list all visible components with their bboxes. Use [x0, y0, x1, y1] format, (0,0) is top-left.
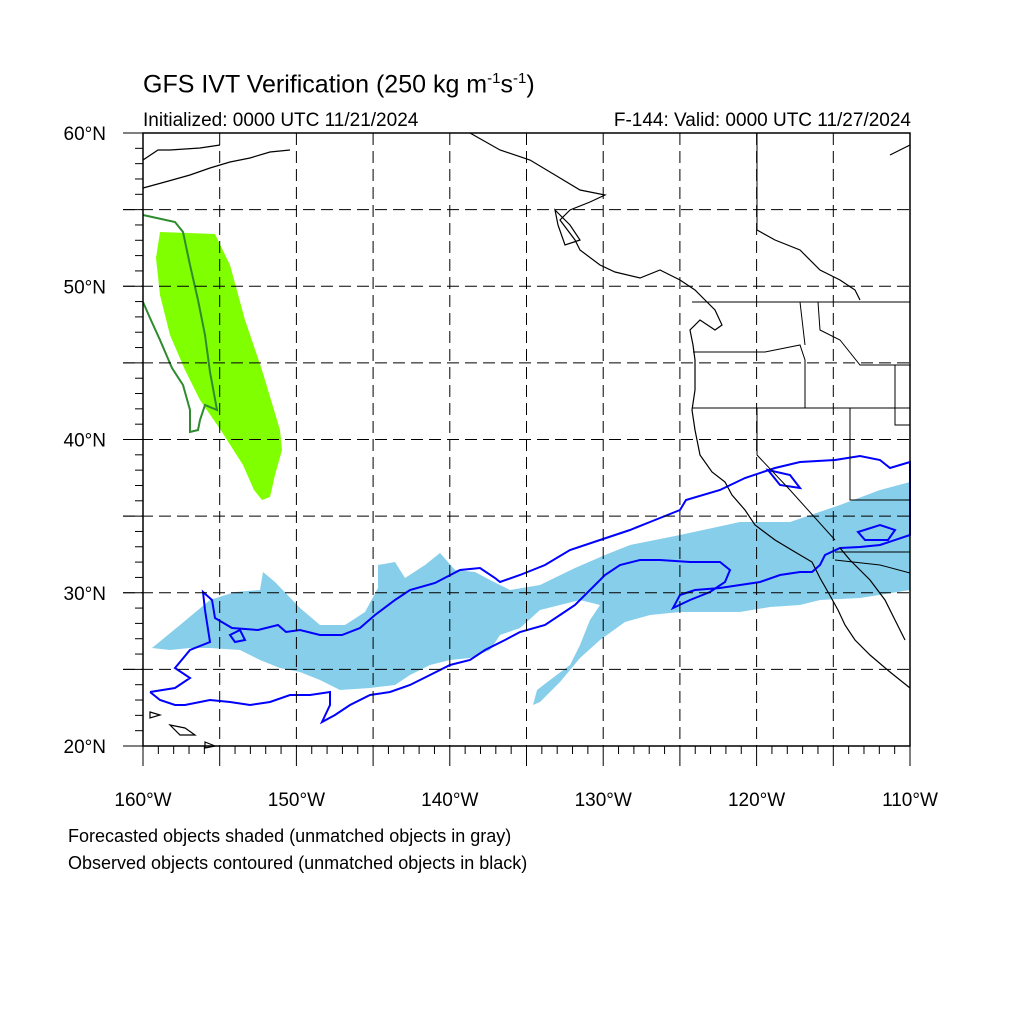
lon-label: 160°W: [114, 790, 171, 811]
lat-label: 60°N: [64, 124, 106, 145]
lon-label: 120°W: [728, 790, 785, 811]
lon-label: 140°W: [421, 790, 478, 811]
observed-object-blue-island-1: [228, 628, 247, 644]
forecast-object-green: [156, 232, 282, 500]
observed-object-blue-island-3: [765, 468, 803, 490]
lon-label: 110°W: [882, 790, 938, 811]
coastlines: [142, 132, 911, 749]
lon-label: 130°W: [575, 790, 632, 811]
observed-object-blue-island-2: [856, 523, 897, 541]
lon-label: 150°W: [268, 790, 325, 811]
lat-label: 40°N: [64, 431, 106, 452]
initialized-time: Initialized: 0000 UTC 11/21/2024: [143, 110, 419, 131]
chart-title: GFS IVT Verification (250 kg m-1s-1): [143, 70, 535, 99]
footer-line-forecast: Forecasted objects shaded (unmatched obj…: [68, 826, 512, 846]
grid-lines: [123, 133, 910, 746]
lat-label: 50°N: [64, 277, 106, 298]
lat-label: 20°N: [64, 737, 106, 758]
observed-object-blue: [149, 454, 911, 725]
state-borders: [692, 133, 911, 574]
lat-label: 30°N: [64, 584, 106, 605]
axis-ticks: [123, 132, 911, 766]
forecast-object-blue: [152, 482, 910, 705]
axis-labels: 60°N 50°N 40°N 30°N 20°N 160°W 150°W 140°W 130°W…: [64, 124, 938, 811]
valid-time: F-144: Valid: 0000 UTC 11/27/2024: [613, 110, 911, 131]
map-frame: [142, 132, 911, 747]
footer-line-observed: Observed objects contoured (unmatched ob…: [68, 853, 528, 873]
